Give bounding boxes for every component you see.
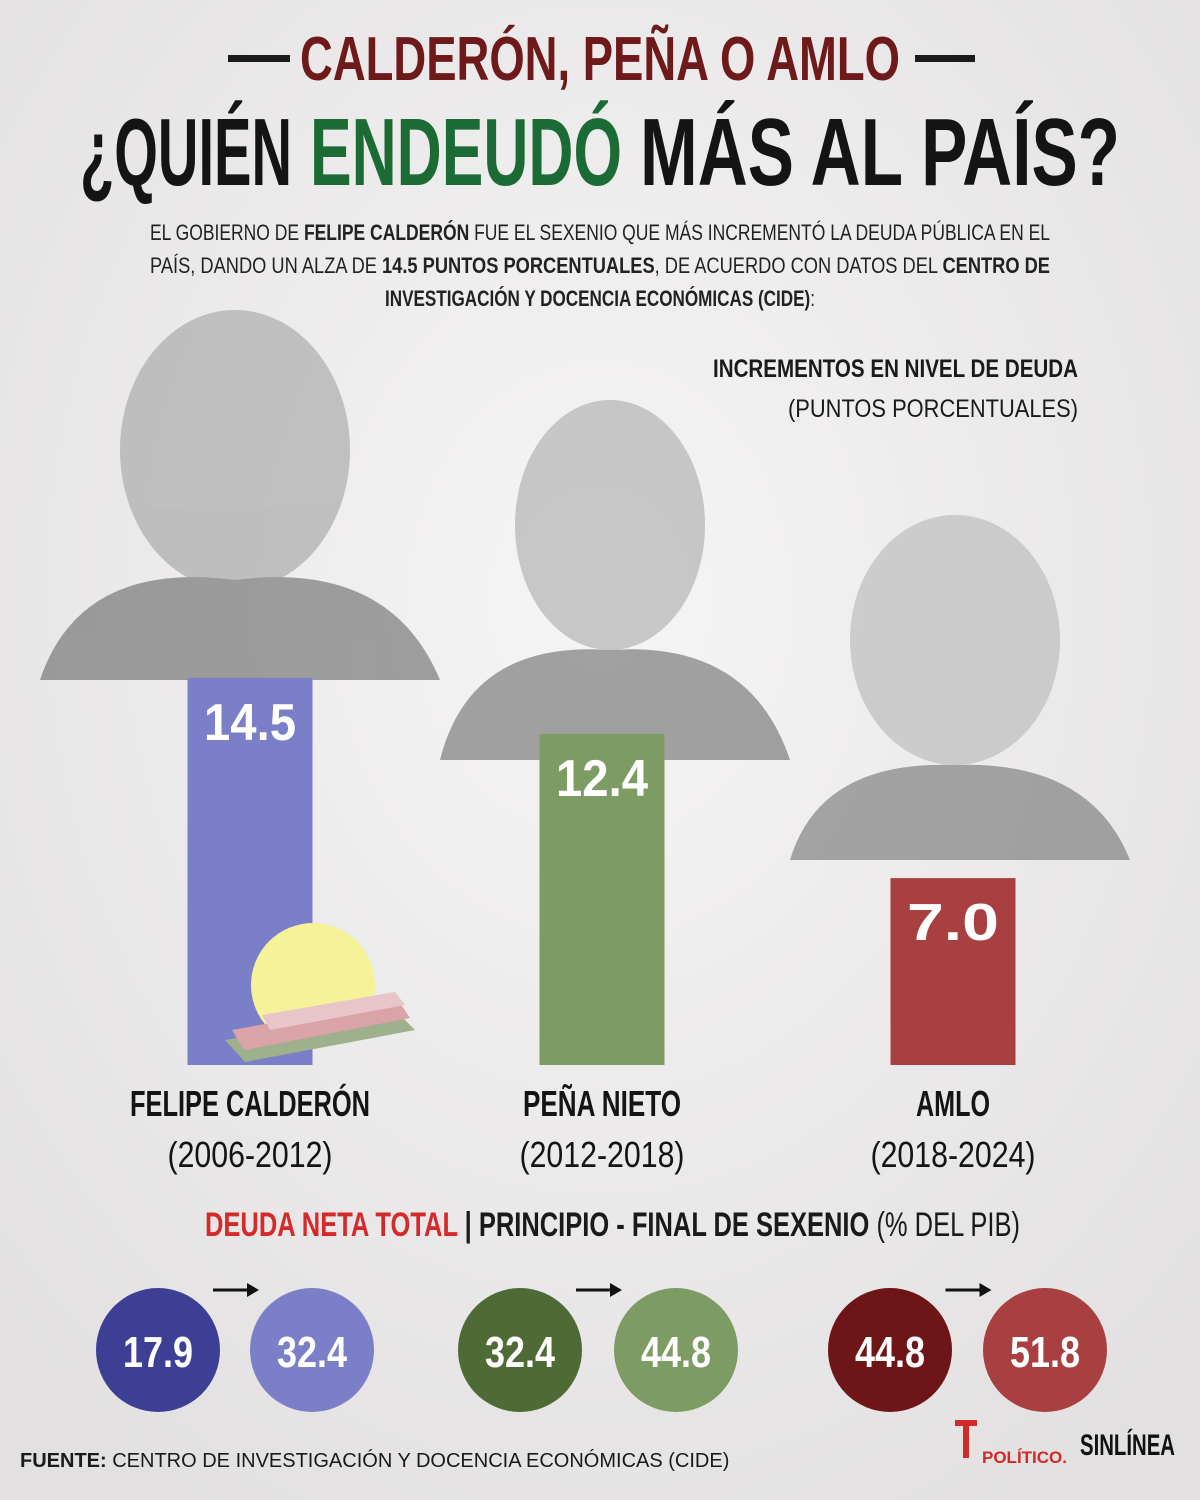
- debt-start-circle: [828, 1288, 952, 1412]
- intro-text: EL GOBIERNO DE: [150, 220, 304, 245]
- debt-start-circle: [96, 1288, 220, 1412]
- intro-bold: FELIPE CALDERÓN: [304, 220, 469, 245]
- intro-line: PAÍS, DANDO UN ALZA DE 14.5 PUNTOS PORCE…: [150, 253, 1050, 278]
- debt-start-circle: [458, 1288, 582, 1412]
- source: FUENTE: CENTRO DE INVESTIGACIÓN Y DOCENC…: [20, 1449, 729, 1472]
- title-part: ¿QUIÉN: [80, 99, 292, 206]
- debt-title-part: DEUDA NETA TOTAL: [205, 1206, 458, 1244]
- intro-bold: CENTRO DE: [942, 253, 1050, 278]
- intro-text: FUE EL SEXENIO QUE MÁS INCREMENTÓ LA DEU…: [469, 220, 1050, 245]
- intro-text: PAÍS, DANDO UN ALZA DE: [150, 253, 382, 278]
- period-label: (2018-2024): [871, 1134, 1036, 1175]
- debt-end-circle: [983, 1288, 1107, 1412]
- logo-sinlinea: SINLÍNEA: [1080, 1428, 1175, 1462]
- intro-bold: 14.5 PUNTOS PORCENTUALES: [382, 253, 655, 278]
- logo-mark: [963, 1420, 969, 1458]
- debt-arrow-head: [979, 1283, 992, 1297]
- intro-line: EL GOBIERNO DE FELIPE CALDERÓN FUE EL SE…: [150, 220, 1050, 245]
- debt-title-part: (% DEL PIB): [869, 1206, 1020, 1244]
- source-label: FUENTE:: [20, 1450, 107, 1472]
- debt-title-part: | PRINCIPIO - FINAL DE SEXENIO: [458, 1206, 870, 1244]
- debt-end-value: 44.8: [641, 1328, 711, 1377]
- kicker: CALDERÓN, PEÑA O AMLO: [300, 25, 900, 94]
- title-dash: [915, 55, 975, 62]
- money-decoration: [225, 992, 415, 1062]
- debt-end-value: 32.4: [277, 1328, 347, 1377]
- debt-start-value: 44.8: [855, 1328, 925, 1377]
- intro-bold: INVESTIGACIÓN Y DOCENCIA ECONÓMICAS (CID…: [385, 286, 810, 311]
- title-part: MÁS AL PAÍS?: [640, 99, 1120, 206]
- debt-end-circle: [614, 1288, 738, 1412]
- debt-title: DEUDA NETA TOTAL | PRINCIPIO - FINAL DE …: [205, 1206, 1020, 1244]
- bar-value-label: 12.4: [556, 750, 648, 808]
- period-label: (2012-2018): [520, 1134, 685, 1175]
- debt-arrow-head: [610, 1283, 622, 1297]
- intro-text: , DE ACUERDO CON DATOS DEL: [655, 253, 943, 278]
- portraits: [40, 310, 1130, 860]
- debt-start-value: 17.9: [123, 1328, 193, 1377]
- debt-start-value: 32.4: [485, 1328, 555, 1377]
- bar: [890, 878, 1016, 1065]
- bar-value-label: 7.0: [907, 894, 999, 952]
- debt-end-circle: [250, 1288, 374, 1412]
- logo-politico: POLÍTICO.: [982, 1448, 1067, 1467]
- intro-line: INVESTIGACIÓN Y DOCENCIA ECONÓMICAS (CID…: [385, 286, 815, 311]
- category-label: PEÑA NIETO: [523, 1082, 681, 1124]
- source-text: CENTRO DE INVESTIGACIÓN Y DOCENCIA ECONÓ…: [107, 1449, 730, 1472]
- title-dash: [228, 55, 290, 62]
- intro-text: :: [810, 286, 815, 311]
- title-part: ENDEUDÓ: [310, 99, 622, 206]
- bar-value-label: 14.5: [204, 694, 296, 752]
- period-label: (2006-2012): [168, 1134, 333, 1175]
- bar: [539, 733, 665, 1065]
- chart-subtitle: (PUNTOS PORCENTUALES): [788, 395, 1078, 423]
- category-label: FELIPE CALDERÓN: [130, 1082, 370, 1124]
- chart-title: INCREMENTOS EN NIVEL DE DEUDA: [713, 355, 1078, 383]
- debt-arrow-head: [247, 1283, 259, 1297]
- debt-end-value: 51.8: [1010, 1328, 1080, 1377]
- category-label: AMLO: [916, 1083, 990, 1124]
